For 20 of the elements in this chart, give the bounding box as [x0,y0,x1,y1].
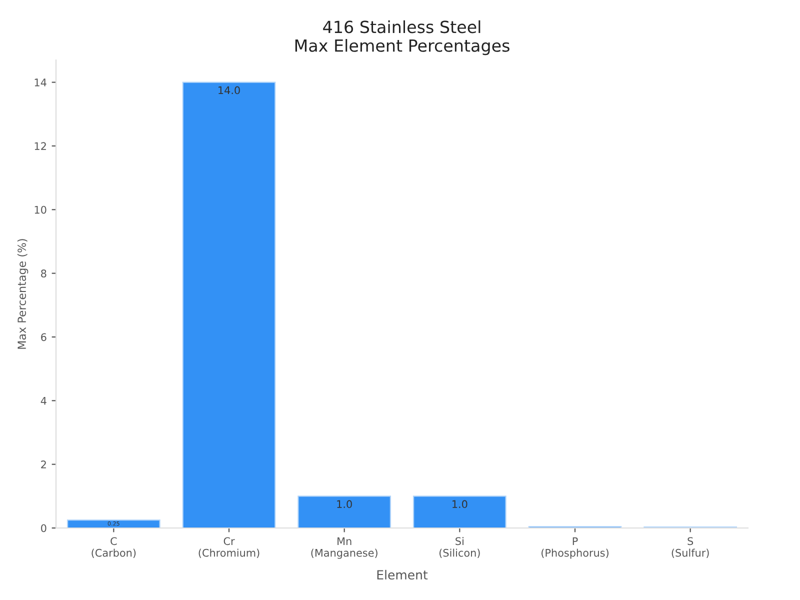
x-tick-label: C (Carbon) [92,537,136,558]
data-label: 1.0 [452,500,468,508]
y-tick-label: 6 [41,333,46,342]
x-tick-label: Si (Silicon) [440,537,480,558]
y-tick-label: 14 [34,78,46,86]
y-tick-label: 8 [41,270,46,278]
chart-title: 416 Stainless Steel Max Element Percentages [295,20,510,56]
x-axis-title: Element [377,570,428,580]
data-label: 1.0 [337,500,352,508]
x-tick-label: Mn (Manganese) [311,537,378,559]
x-tick-label: Cr (Chromium) [198,537,260,558]
y-tick-label: 10 [34,206,46,214]
y-axis-title: Max Percentage (%) [17,239,28,349]
data-label: 14.0 [218,86,240,94]
y-tick-label: 0 [41,524,46,532]
y-tick-label: 4 [40,397,46,405]
y-tick-label: 12 [34,142,46,150]
x-tick-label: S (Sulfur) [672,537,709,558]
x-tick-label: P (Phosphorus) [542,537,608,559]
y-tick-label: 2 [41,460,46,468]
